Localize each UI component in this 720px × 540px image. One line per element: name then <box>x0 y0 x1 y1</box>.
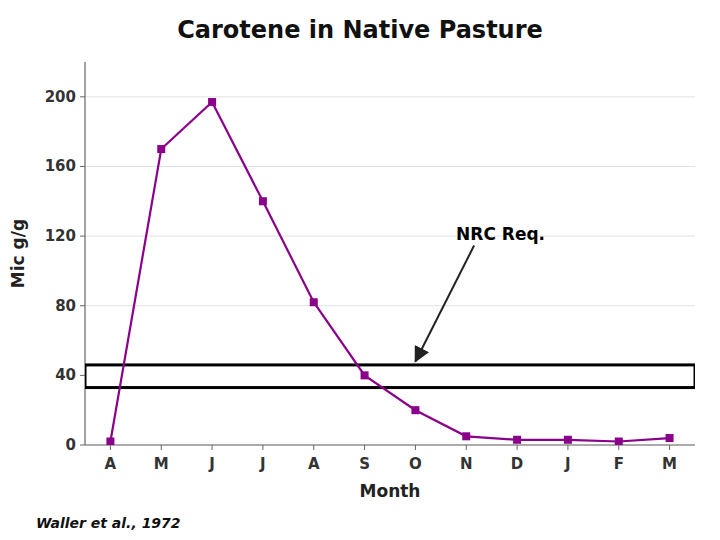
y-tick <box>80 305 85 306</box>
y-tick-label: 200 <box>45 88 76 106</box>
x-tick-label: A <box>308 455 320 473</box>
plot-area <box>85 98 695 445</box>
x-tick <box>262 445 263 450</box>
y-tick-label: 80 <box>55 297 76 315</box>
x-tick-label: S <box>359 455 370 473</box>
x-tick-label: M <box>154 455 169 473</box>
source-text: Waller et al., 1972 <box>36 515 181 531</box>
x-tick-label: O <box>409 455 422 473</box>
data-marker <box>310 298 318 306</box>
y-tick-label: 0 <box>66 436 76 454</box>
x-tick-label: A <box>105 455 117 473</box>
x-tick <box>466 445 467 450</box>
y-tick <box>80 96 85 97</box>
x-tick <box>161 445 162 450</box>
grid-line <box>85 445 695 446</box>
x-tick-label: F <box>614 455 624 473</box>
grid-line <box>85 166 695 167</box>
data-marker <box>106 438 114 445</box>
x-tick <box>313 445 314 450</box>
x-tick <box>517 445 518 450</box>
x-tick-label: J <box>259 455 266 473</box>
x-tick <box>567 445 568 450</box>
grid-line <box>85 236 695 237</box>
y-tick <box>80 375 85 376</box>
x-tick-label: D <box>511 455 523 473</box>
x-axis: AMJJASONDJFM <box>105 445 677 473</box>
x-tick <box>669 445 670 450</box>
annotation-arrow <box>415 246 474 362</box>
x-tick <box>415 445 416 450</box>
data-marker <box>208 98 216 106</box>
y-axis-label: Mic g/g <box>8 219 28 288</box>
y-tick <box>80 236 85 237</box>
x-tick <box>364 445 365 450</box>
x-tick-label: N <box>460 455 473 473</box>
data-marker <box>564 436 572 444</box>
y-tick-label: 40 <box>55 366 76 384</box>
x-tick <box>212 445 213 450</box>
x-tick-label: J <box>564 455 571 473</box>
x-axis-label: Month <box>360 481 421 501</box>
y-tick <box>80 166 85 167</box>
data-marker <box>462 432 470 440</box>
chart: 0 40 80 120 160 200 A M J J A S O N D J F M NRC Req. Carote… <box>0 0 720 540</box>
data-line <box>110 102 669 441</box>
data-marker <box>513 436 521 444</box>
annotation-text: NRC Req. <box>456 224 545 244</box>
data-marker <box>259 197 267 205</box>
y-tick <box>80 445 85 446</box>
grid-line <box>85 305 695 306</box>
requirement-band <box>85 365 695 388</box>
x-tick <box>618 445 619 450</box>
y-tick-label: 120 <box>45 227 76 245</box>
x-tick-label: M <box>662 455 677 473</box>
data-marker <box>615 438 623 445</box>
data-marker <box>157 145 165 153</box>
y-axis: 0 40 80 120 160 200 <box>45 88 695 454</box>
data-marker <box>411 406 419 414</box>
data-marker <box>666 434 674 442</box>
x-axis-line <box>85 444 695 445</box>
data-marker <box>361 371 369 379</box>
y-tick-label: 160 <box>45 157 76 175</box>
title: Carotene in Native Pasture <box>177 16 543 44</box>
grid-line <box>85 96 695 97</box>
x-tick <box>110 445 111 450</box>
x-tick-label: J <box>208 455 215 473</box>
